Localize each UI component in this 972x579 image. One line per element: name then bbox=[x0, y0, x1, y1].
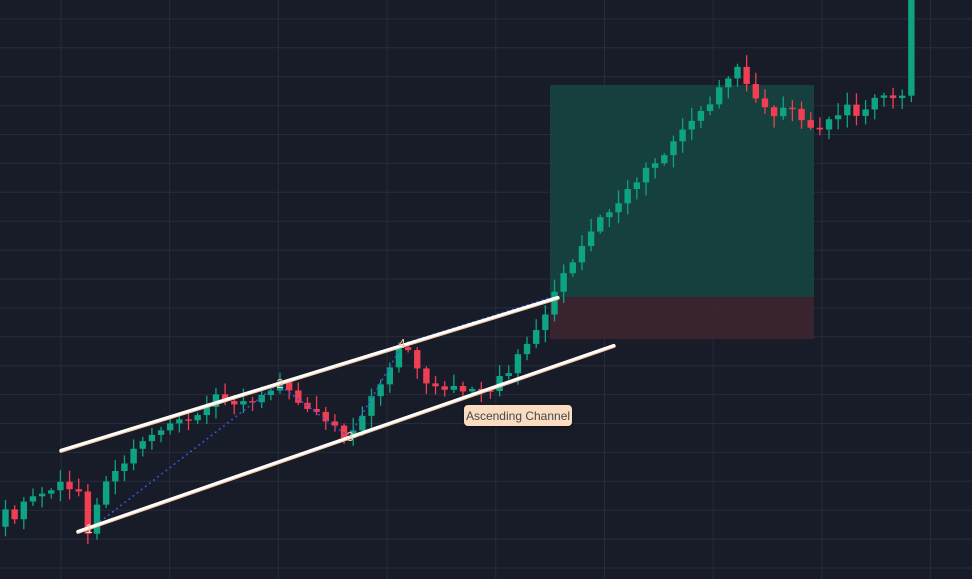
svg-text:4: 4 bbox=[398, 336, 405, 351]
svg-text:1: 1 bbox=[85, 521, 92, 536]
svg-text:3: 3 bbox=[346, 429, 353, 444]
svg-text:2: 2 bbox=[276, 376, 283, 391]
